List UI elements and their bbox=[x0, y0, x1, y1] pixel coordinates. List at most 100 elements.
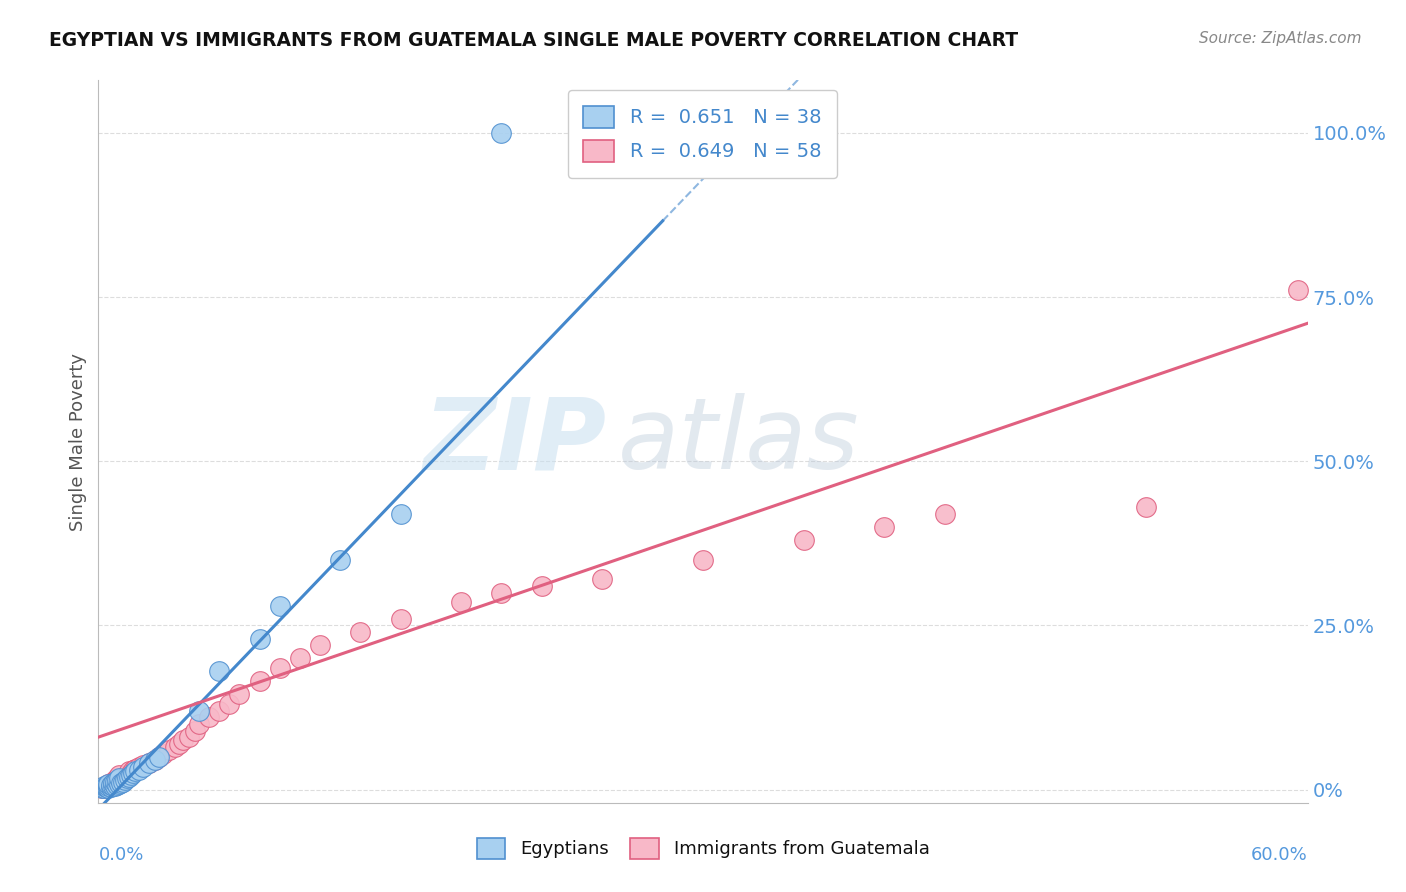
Point bbox=[128, 763, 150, 777]
Point bbox=[111, 774, 134, 789]
Point bbox=[103, 779, 125, 793]
Point bbox=[103, 774, 125, 789]
Point bbox=[110, 774, 132, 789]
Point bbox=[96, 780, 118, 795]
Point bbox=[184, 723, 207, 738]
Point bbox=[152, 747, 174, 761]
Point bbox=[309, 638, 332, 652]
Point bbox=[179, 730, 201, 744]
Point bbox=[128, 760, 150, 774]
Point bbox=[115, 771, 138, 785]
Point bbox=[96, 779, 118, 793]
Point bbox=[208, 665, 231, 679]
Point bbox=[97, 777, 120, 791]
Point bbox=[120, 768, 142, 782]
Point bbox=[138, 756, 160, 771]
Point bbox=[249, 632, 271, 646]
Point bbox=[124, 764, 146, 779]
Point bbox=[103, 772, 125, 787]
Point bbox=[101, 779, 124, 793]
Point bbox=[93, 780, 115, 794]
Text: EGYPTIAN VS IMMIGRANTS FROM GUATEMALA SINGLE MALE POVERTY CORRELATION CHART: EGYPTIAN VS IMMIGRANTS FROM GUATEMALA SI… bbox=[49, 31, 1018, 50]
Text: atlas: atlas bbox=[619, 393, 860, 490]
Point bbox=[105, 777, 128, 791]
Point bbox=[157, 743, 180, 757]
Point bbox=[91, 781, 114, 796]
Point bbox=[934, 507, 956, 521]
Point bbox=[91, 781, 114, 796]
Point bbox=[120, 766, 142, 780]
Point bbox=[114, 771, 136, 785]
Point bbox=[188, 717, 211, 731]
Point bbox=[163, 739, 186, 754]
Point bbox=[100, 780, 122, 794]
Point bbox=[591, 573, 613, 587]
Point bbox=[100, 780, 122, 794]
Point bbox=[349, 625, 371, 640]
Point bbox=[873, 520, 896, 534]
Point bbox=[143, 753, 166, 767]
Point bbox=[138, 756, 160, 771]
Point bbox=[167, 737, 190, 751]
Point bbox=[118, 764, 141, 779]
Point bbox=[530, 579, 553, 593]
Point bbox=[450, 595, 472, 609]
Point bbox=[491, 585, 513, 599]
Point bbox=[110, 776, 132, 790]
Point bbox=[103, 778, 125, 792]
Point bbox=[96, 780, 118, 794]
Point bbox=[132, 760, 155, 774]
Point bbox=[101, 780, 124, 794]
Text: 0.0%: 0.0% bbox=[98, 847, 143, 864]
Point bbox=[96, 779, 118, 793]
Point bbox=[121, 766, 143, 780]
Point bbox=[124, 762, 146, 776]
Point bbox=[107, 776, 129, 790]
Point bbox=[288, 651, 311, 665]
Point bbox=[188, 704, 211, 718]
Text: ZIP: ZIP bbox=[423, 393, 606, 490]
Point bbox=[118, 770, 141, 784]
Point bbox=[1286, 284, 1309, 298]
Point bbox=[121, 763, 143, 777]
Point bbox=[172, 733, 194, 747]
Point bbox=[148, 749, 170, 764]
Point bbox=[107, 777, 129, 791]
Point bbox=[100, 778, 122, 792]
Point bbox=[148, 749, 170, 764]
Point bbox=[389, 612, 412, 626]
Point bbox=[107, 771, 129, 785]
Point bbox=[269, 661, 291, 675]
Point bbox=[97, 780, 120, 794]
Legend: Egyptians, Immigrants from Guatemala: Egyptians, Immigrants from Guatemala bbox=[470, 830, 936, 866]
Y-axis label: Single Male Poverty: Single Male Poverty bbox=[69, 352, 87, 531]
Text: 60.0%: 60.0% bbox=[1251, 847, 1308, 864]
Point bbox=[101, 776, 124, 790]
Point bbox=[143, 753, 166, 767]
Point bbox=[692, 553, 714, 567]
Point bbox=[491, 126, 513, 140]
Point bbox=[118, 768, 141, 782]
Point bbox=[218, 698, 240, 712]
Point bbox=[101, 774, 124, 789]
Point bbox=[208, 704, 231, 718]
Point bbox=[269, 599, 291, 613]
Point bbox=[132, 757, 155, 772]
Point bbox=[389, 507, 412, 521]
Point bbox=[1135, 500, 1157, 515]
Point bbox=[114, 772, 136, 787]
Point bbox=[105, 778, 128, 792]
Point bbox=[105, 771, 128, 785]
Point bbox=[249, 674, 271, 689]
Point bbox=[793, 533, 815, 547]
Point bbox=[107, 768, 129, 782]
Text: Source: ZipAtlas.com: Source: ZipAtlas.com bbox=[1198, 31, 1361, 46]
Point bbox=[198, 710, 221, 724]
Point bbox=[97, 777, 120, 791]
Point bbox=[100, 776, 122, 790]
Point bbox=[93, 780, 115, 794]
Point bbox=[115, 770, 138, 784]
Point bbox=[228, 687, 250, 701]
Point bbox=[97, 780, 120, 794]
Point bbox=[329, 553, 352, 567]
